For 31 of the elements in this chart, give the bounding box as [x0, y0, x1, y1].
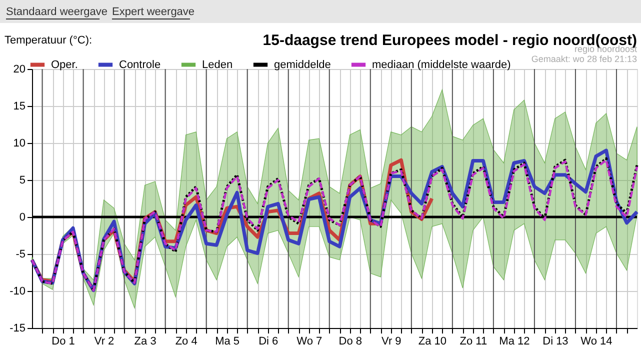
legend-label: gemiddelde — [274, 58, 331, 71]
legend-label: Controle — [119, 58, 161, 71]
x-tick-label: Do 1 — [52, 336, 75, 348]
x-tick-label: Do 8 — [338, 336, 362, 348]
x-tick-label: Zo 11 — [460, 336, 488, 348]
x-tick-label: Vr 9 — [382, 336, 402, 348]
x-tick-label: Di 6 — [258, 336, 278, 348]
x-tick-label: Di 13 — [542, 336, 568, 348]
x-tick-label: Za 3 — [134, 336, 156, 348]
y-tick-label: 15 — [13, 100, 26, 112]
legend-label: mediaan (middelste waarde) — [372, 58, 511, 71]
y-tick-label: 10 — [13, 138, 26, 150]
y-tick-label: -15 — [10, 322, 26, 334]
y-tick-label: 20 — [13, 64, 26, 76]
y-axis-title: Temperatuur (°C): — [4, 34, 92, 46]
y-tick-label: 0 — [19, 212, 26, 224]
text: Standaard weergave — [6, 6, 108, 18]
text: Expert weergave — [112, 6, 195, 18]
y-tick-label: -5 — [16, 248, 26, 260]
x-tick-label: Ma 5 — [215, 336, 240, 348]
x-tick-label: Ma 12 — [499, 336, 530, 348]
legend-label: Leden — [202, 58, 233, 71]
x-tick-label: Wo 7 — [296, 336, 322, 348]
y-tick-label: -10 — [10, 286, 26, 298]
x-tick-label: Wo 14 — [580, 336, 612, 348]
x-tick-label: Za 10 — [418, 336, 446, 348]
x-tick-label: Vr 2 — [94, 336, 114, 348]
text: Gemaakt: wo 28 feb 21:13 — [531, 54, 637, 64]
y-tick-label: 5 — [19, 174, 26, 186]
legend-label: Oper. — [51, 58, 78, 71]
x-tick-label: Zo 4 — [175, 336, 198, 348]
